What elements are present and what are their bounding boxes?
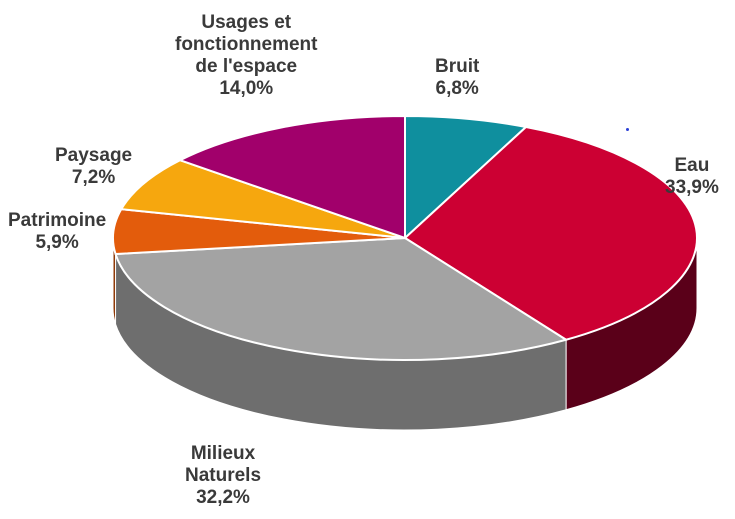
label-paysage: Paysage 7,2%: [55, 145, 132, 189]
label-bruit: Bruit 6,8%: [435, 56, 479, 100]
pie-slice-eau: [404, 125, 698, 341]
label-eau: Eau 33,9%: [665, 155, 719, 199]
label-usages-line1: Usages et: [201, 12, 292, 33]
label-eau-name: Eau: [674, 155, 710, 176]
label-paysage-value: 7,2%: [71, 167, 116, 188]
label-milieux-line2: Naturels: [185, 465, 262, 486]
label-milieux: Milieux Naturels 32,2%: [185, 443, 261, 509]
label-paysage-name: Paysage: [55, 145, 133, 166]
pie-slice-paysage: [120, 159, 406, 239]
pie-slice-bruit: [404, 115, 527, 239]
label-milieux-value: 32,2%: [196, 487, 250, 508]
label-usages-value: 14,0%: [219, 78, 274, 99]
pie-slice-usages-et-fonctionnement-de-l-espace: [179, 115, 406, 239]
label-bruit-value: 6,8%: [435, 78, 479, 99]
stray-dot: [626, 128, 629, 131]
label-usages-line2: fonctionnement: [175, 34, 318, 55]
label-patrimoine-name: Patrimoine: [8, 210, 107, 231]
label-usages-line3: de l'espace: [195, 56, 298, 77]
pie-slice-milieux-naturels: [114, 237, 568, 361]
label-patrimoine-value: 5,9%: [35, 232, 79, 253]
label-eau-value: 33,9%: [665, 177, 719, 198]
label-patrimoine: Patrimoine 5,9%: [8, 210, 106, 254]
label-usages: Usages et fonctionnement de l'espace 14,…: [175, 12, 318, 100]
label-milieux-line1: Milieux: [190, 443, 256, 464]
label-bruit-name: Bruit: [435, 56, 480, 77]
